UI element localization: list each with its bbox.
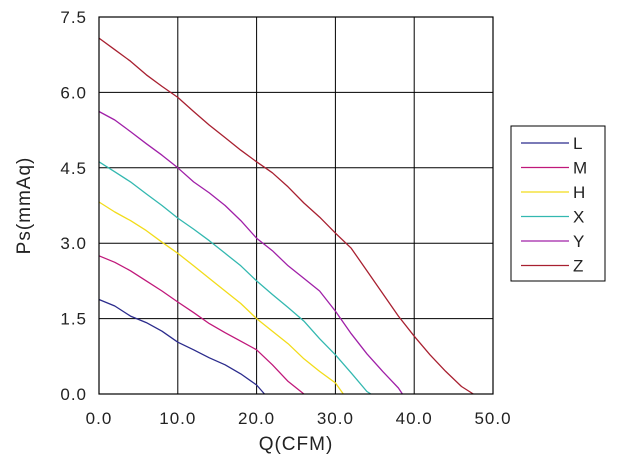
x-tick-label: 0.0 xyxy=(86,409,113,428)
x-tick-label: 10.0 xyxy=(159,409,196,428)
legend-label-z: Z xyxy=(573,257,583,276)
y-tick-label: 1.5 xyxy=(60,310,87,329)
series-lines xyxy=(98,37,474,395)
x-tick-label: 20.0 xyxy=(238,409,275,428)
y-tick-label: 7.5 xyxy=(60,8,87,27)
series-line-x xyxy=(98,161,372,395)
legend-label-y: Y xyxy=(573,232,584,251)
y-tick-label: 4.5 xyxy=(60,159,87,178)
y-axis-ticks: 0.0 1.5 3.0 4.5 6.0 7.5 xyxy=(60,8,87,404)
legend-label-x: X xyxy=(573,208,584,227)
y-axis-label: Ps(mmAq) xyxy=(14,157,35,255)
x-axis-label: Q(CFM) xyxy=(259,434,334,455)
legend-box xyxy=(510,125,606,282)
y-tick-label: 6.0 xyxy=(60,83,87,102)
plot-area-frame xyxy=(98,16,494,395)
series-line-z xyxy=(98,37,474,395)
series-line-h xyxy=(98,201,344,395)
x-axis-ticks: 0.0 10.0 20.0 30.0 40.0 50.0 xyxy=(86,409,511,428)
legend-label-h: H xyxy=(573,183,585,202)
x-tick-label: 30.0 xyxy=(317,409,354,428)
grid xyxy=(98,16,494,395)
legend-label-m: M xyxy=(573,159,587,178)
y-tick-label: 3.0 xyxy=(60,234,87,253)
series-line-m xyxy=(98,255,305,395)
x-tick-label: 50.0 xyxy=(474,409,511,428)
y-tick-label: 0.0 xyxy=(60,385,87,404)
legend-label-l: L xyxy=(573,134,582,153)
x-tick-label: 40.0 xyxy=(396,409,433,428)
series-line-y xyxy=(98,110,403,395)
series-line-l xyxy=(98,298,265,395)
